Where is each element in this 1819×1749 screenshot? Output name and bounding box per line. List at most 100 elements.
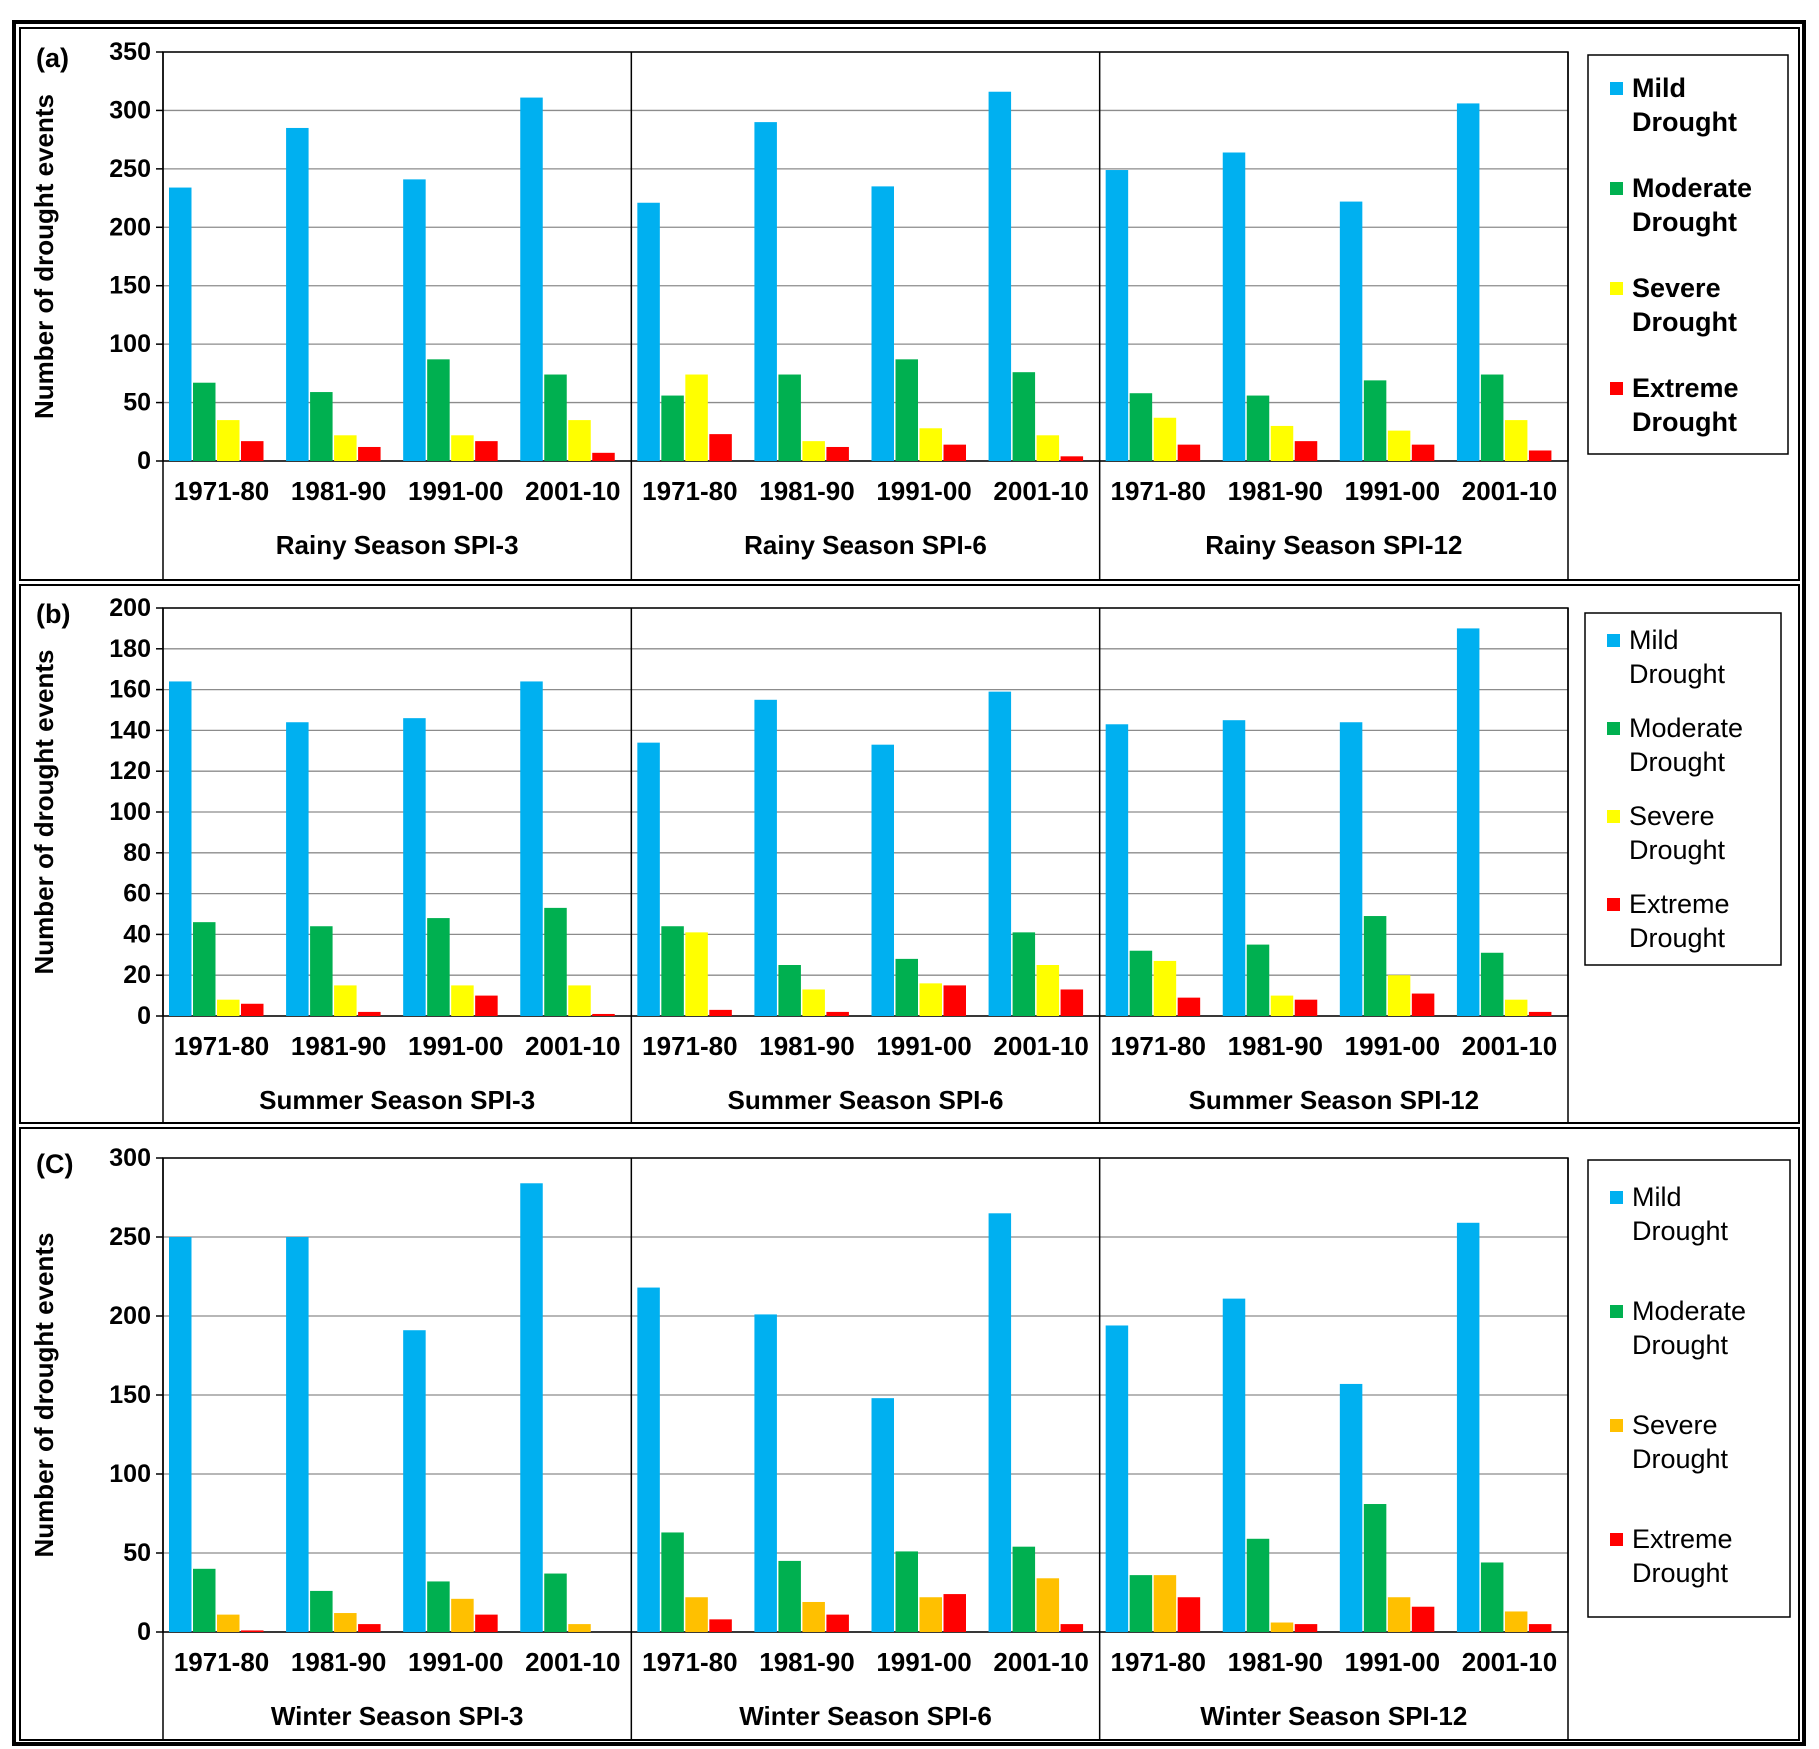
bar-extreme-drought <box>1060 1624 1084 1632</box>
x-category-label: 1971-80 <box>642 476 737 506</box>
y-tick-label: 150 <box>109 1381 151 1409</box>
bar-extreme-drought <box>592 1013 615 1016</box>
group-label: Rainy Season SPI-12 <box>1205 530 1462 560</box>
bar-mild-drought <box>403 179 426 462</box>
x-category-label: 2001-10 <box>993 1031 1088 1061</box>
legend-label: Moderate <box>1632 1296 1746 1326</box>
bar-mild-drought <box>169 681 192 1016</box>
bar-moderate-drought <box>1363 380 1387 461</box>
bar-severe-drought <box>334 1613 357 1632</box>
bar-moderate-drought <box>310 392 333 461</box>
bar-severe-drought <box>685 374 708 461</box>
legend-label: Mild <box>1632 73 1686 103</box>
bar-mild-drought <box>520 681 543 1016</box>
legend-swatch <box>1610 1419 1623 1432</box>
y-tick-label: 50 <box>123 1539 151 1567</box>
x-category-label: 1991-00 <box>1345 1031 1440 1061</box>
bar-severe-drought <box>919 1597 942 1632</box>
bar-mild-drought <box>286 127 309 461</box>
group-label: Summer Season SPI-12 <box>1189 1085 1479 1115</box>
x-category-label: 1981-90 <box>291 1647 386 1677</box>
y-tick-label: 0 <box>137 1002 151 1030</box>
y-tick-label: 0 <box>137 1618 151 1646</box>
legend-swatch <box>1610 382 1623 395</box>
bar-mild-drought <box>520 1183 543 1632</box>
group-label: Winter Season SPI-3 <box>271 1701 524 1731</box>
legend: Mild Drought Moderate Drought Severe Drought E… <box>1587 1159 1791 1618</box>
x-category-label: 2001-10 <box>1462 1031 1557 1061</box>
y-tick-label: 40 <box>123 920 151 948</box>
bar-extreme-drought <box>1177 444 1201 461</box>
y-tick-label: 300 <box>109 96 151 124</box>
bar-severe-drought <box>1504 420 1528 461</box>
group-label: Winter Season SPI-12 <box>1200 1701 1467 1731</box>
y-tick-label: 300 <box>109 1144 151 1172</box>
legend-label: Drought <box>1629 923 1726 953</box>
legend-swatch <box>1607 722 1620 735</box>
bar-moderate-drought <box>427 359 450 461</box>
bar-extreme-drought <box>709 1009 732 1016</box>
panel-label: (a) <box>36 43 69 73</box>
legend-label: Extreme <box>1629 889 1730 919</box>
y-tick-label: 250 <box>109 1223 151 1251</box>
x-category-label: 1981-90 <box>1228 476 1323 506</box>
bar-severe-drought <box>217 999 240 1016</box>
y-tick-label: 350 <box>109 38 151 66</box>
x-category-label: 2001-10 <box>525 476 620 506</box>
legend-label: Drought <box>1632 407 1737 437</box>
y-tick-label: 100 <box>109 798 151 826</box>
y-tick-label: 20 <box>123 961 151 989</box>
bar-severe-drought <box>217 420 240 461</box>
y-tick-label: 120 <box>109 757 151 785</box>
bar-mild-drought <box>1339 1383 1363 1632</box>
bar-moderate-drought <box>1363 916 1387 1016</box>
bar-mild-drought <box>637 1287 660 1632</box>
y-tick-label: 100 <box>109 330 151 358</box>
x-category-label: 1991-00 <box>408 1647 503 1677</box>
x-category-label: 1991-00 <box>408 1031 503 1061</box>
bar-moderate-drought <box>661 926 684 1016</box>
group-label: Rainy Season SPI-6 <box>744 530 987 560</box>
x-category-label: 1981-90 <box>759 1031 854 1061</box>
bar-moderate-drought <box>1480 952 1504 1016</box>
bar-mild-drought <box>286 1237 309 1632</box>
bar-severe-drought <box>1504 999 1528 1016</box>
legend-swatch <box>1607 810 1620 823</box>
x-category-label: 1981-90 <box>759 1647 854 1677</box>
x-category-label: 1971-80 <box>174 1647 269 1677</box>
bar-extreme-drought <box>1177 1597 1201 1632</box>
bar-mild-drought <box>1222 1298 1246 1632</box>
bar-extreme-drought <box>592 452 615 461</box>
legend-swatch <box>1610 182 1623 195</box>
group-label: Rainy Season SPI-3 <box>276 530 519 560</box>
y-tick-label: 200 <box>109 1302 151 1330</box>
legend-label: Drought <box>1632 1558 1729 1588</box>
bar-moderate-drought <box>427 918 450 1016</box>
legend: Mild Drought Moderate Drought Severe Drought E… <box>1584 612 1782 966</box>
bar-mild-drought <box>637 742 660 1016</box>
bar-moderate-drought <box>895 958 918 1016</box>
bar-mild-drought <box>637 202 660 461</box>
y-tick-label: 80 <box>123 839 151 867</box>
bar-mild-drought <box>754 699 777 1016</box>
bar-mild-drought <box>1105 1325 1129 1632</box>
bar-extreme-drought <box>943 1594 966 1632</box>
bar-extreme-drought <box>475 1614 498 1632</box>
bar-severe-drought <box>1387 430 1411 461</box>
panel-label: (b) <box>36 599 70 629</box>
x-category-label: 1971-80 <box>1110 476 1205 506</box>
bar-moderate-drought <box>778 374 801 461</box>
bar-extreme-drought <box>1528 1624 1552 1632</box>
bar-severe-drought <box>334 435 357 461</box>
bar-mild-drought <box>871 744 894 1016</box>
y-tick-label: 60 <box>123 880 151 908</box>
bar-extreme-drought <box>358 1011 381 1016</box>
bar-moderate-drought <box>895 1551 918 1632</box>
bar-extreme-drought <box>1294 999 1318 1016</box>
bar-mild-drought <box>286 722 309 1016</box>
bar-extreme-drought <box>358 1624 381 1632</box>
panel-frame <box>19 27 1800 581</box>
bar-mild-drought <box>754 122 777 461</box>
bar-moderate-drought <box>544 907 567 1016</box>
